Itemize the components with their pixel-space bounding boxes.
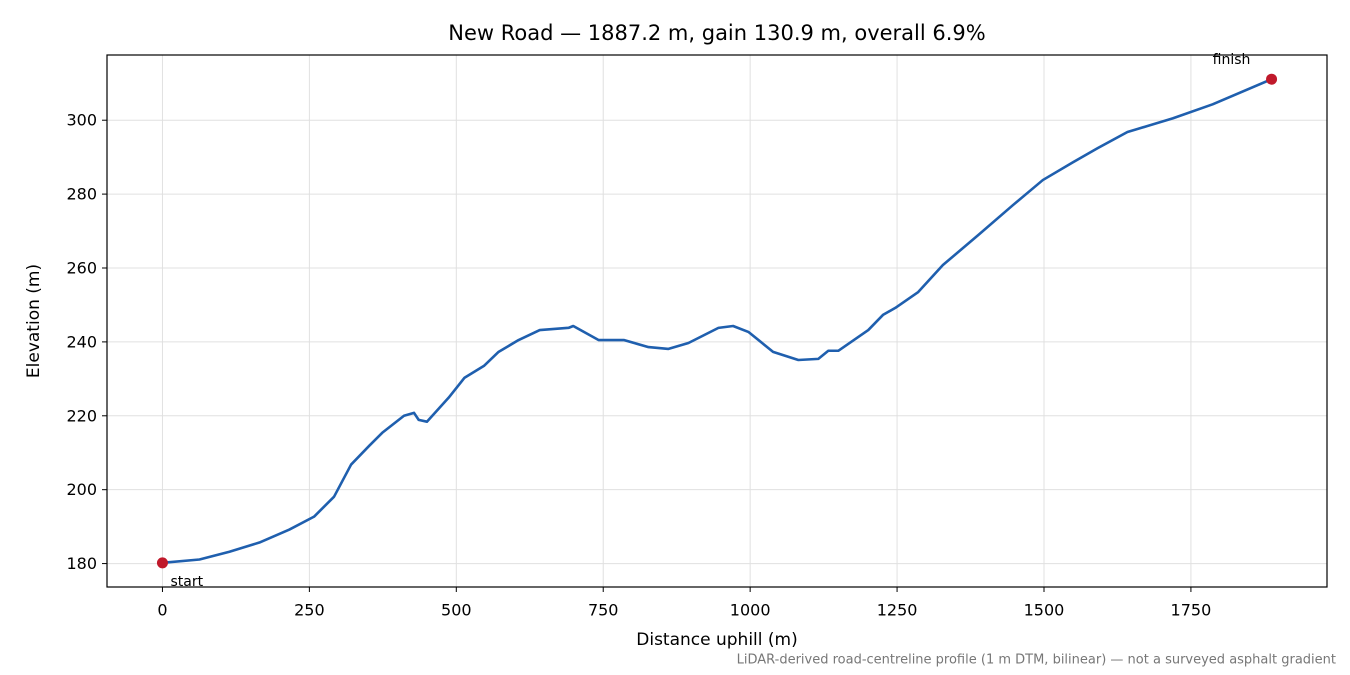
x-tick-label: 750: [588, 601, 619, 620]
y-tick-label: 260: [66, 258, 97, 277]
y-tick-label: 300: [66, 111, 97, 130]
y-tick-label: 180: [66, 554, 97, 573]
marker-label: finish: [1213, 52, 1251, 68]
x-tick-label: 1500: [1024, 601, 1065, 620]
marker: [1266, 73, 1278, 85]
plot-frame: [106, 54, 1328, 588]
x-axis-label: Distance uphill (m): [636, 630, 797, 650]
y-axis-label: Elevation (m): [24, 264, 44, 378]
y-tick-label: 220: [66, 406, 97, 425]
x-tick-label: 250: [294, 601, 325, 620]
x-tick-label: 1750: [1171, 601, 1212, 620]
y-tick-label: 240: [66, 332, 97, 351]
chart-title: New Road — 1887.2 m, gain 130.9 m, overa…: [448, 21, 986, 45]
x-tick-label: 1250: [877, 601, 918, 620]
x-tick-label: 1000: [730, 601, 771, 620]
x-tick-label: 500: [441, 601, 472, 620]
line: [162, 78, 1273, 565]
marker: [156, 557, 168, 569]
marker-label: start: [170, 574, 203, 590]
y-tick-label: 200: [66, 480, 97, 499]
footnote: LiDAR-derived road-centreline profile (1…: [737, 653, 1336, 668]
y-tick-label: 280: [66, 185, 97, 204]
x-tick-label: 0: [157, 601, 167, 620]
